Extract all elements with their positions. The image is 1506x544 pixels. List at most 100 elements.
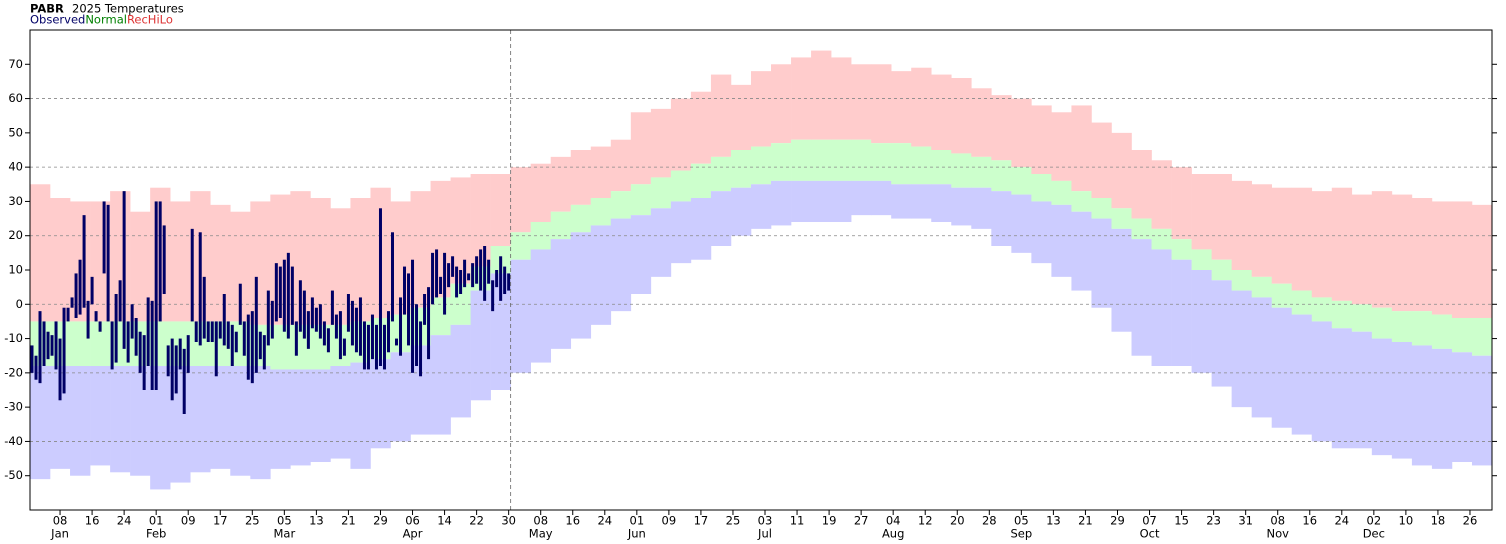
record-low-bar [570, 232, 592, 339]
record-high-bar [750, 71, 772, 147]
normal-bar [90, 321, 111, 366]
x-tick-label: 05 [1014, 514, 1029, 528]
observed-bar [270, 300, 274, 339]
record-low-bar [290, 369, 311, 466]
x-tick-label: 22 [469, 514, 484, 528]
record-low-bar [550, 239, 572, 349]
normal-bar [911, 146, 932, 185]
x-tick-label: 17 [694, 514, 709, 528]
record-low-bar [590, 225, 612, 325]
normal-bar [1331, 300, 1353, 329]
observed-bar [475, 256, 479, 284]
record-low-bar [1091, 218, 1112, 308]
record-low-bar [1291, 314, 1313, 435]
x-tick-label: 21 [1078, 514, 1093, 528]
record-low-bar [891, 184, 912, 219]
x-tick-label: 30 [501, 514, 516, 528]
x-tick-label: 08 [533, 514, 548, 528]
month-label: Nov [1266, 527, 1289, 541]
observed-bar [411, 259, 415, 373]
observed-bar [138, 331, 142, 373]
normal-bar [550, 211, 572, 240]
x-tick-label: 13 [309, 514, 324, 528]
normal-bar [1071, 191, 1092, 212]
record-high-bar [210, 204, 231, 322]
observed-bar [50, 335, 54, 356]
observed-bar [258, 331, 262, 360]
observed-bar [431, 252, 435, 305]
observed-bar [507, 273, 511, 291]
normal-bar [871, 143, 892, 181]
observed-bar [182, 348, 186, 414]
record-high-bar [470, 174, 491, 267]
observed-bar [158, 201, 162, 322]
record-low-bar [70, 366, 91, 476]
x-tick-label: 29 [1110, 514, 1125, 528]
normal-bar [1091, 198, 1112, 219]
observed-bar [134, 318, 138, 356]
normal-bar [1131, 218, 1152, 240]
y-tick-label: -30 [4, 400, 23, 414]
observed-bar [499, 256, 503, 301]
observed-bar [70, 297, 74, 308]
record-low-bar [670, 201, 692, 264]
record-low-bar [90, 366, 111, 466]
record-high-bar [1471, 204, 1493, 318]
x-tick-label: 23 [1206, 514, 1221, 528]
record-low-bar [270, 369, 291, 469]
record-high-bar [911, 67, 932, 147]
normal-bar [1111, 208, 1132, 229]
record-low-bar [771, 180, 792, 226]
record-low-bar [1051, 204, 1072, 277]
record-high-bar [590, 146, 612, 198]
record-high-bar [871, 64, 892, 144]
month-label: Jun [627, 527, 646, 541]
normal-bar [851, 139, 872, 181]
observed-bar [170, 338, 174, 401]
observed-bar [286, 252, 290, 339]
record-high-bar [670, 98, 692, 171]
record-high-bar [50, 198, 71, 322]
observed-bar [278, 266, 282, 318]
observed-bar [54, 321, 58, 370]
observed-bar [455, 266, 459, 298]
observed-bar [58, 338, 62, 401]
observed-bar [447, 263, 451, 288]
x-tick-label: 19 [822, 514, 837, 528]
observed-bar [214, 321, 218, 377]
observed-bar [479, 249, 483, 291]
normal-bar [570, 204, 592, 233]
observed-bar [326, 328, 330, 353]
record-low-bar [1111, 228, 1132, 332]
normal-bar [610, 191, 632, 219]
observed-bar [390, 232, 394, 322]
month-label: Oct [1140, 527, 1160, 541]
record-high-bar [230, 211, 251, 322]
record-low-bar [530, 249, 552, 363]
record-high-bar [1431, 201, 1453, 315]
normal-bar [590, 198, 612, 226]
record-low-bar [951, 187, 972, 226]
normal-bar [791, 139, 812, 181]
y-tick-label: 10 [8, 263, 23, 277]
normal-bar [1351, 304, 1373, 332]
record-high-bar [610, 139, 632, 192]
normal-bar [891, 143, 912, 185]
observed-bar [495, 270, 499, 288]
record-high-bar [1411, 198, 1433, 312]
x-tick-label: 15 [1174, 514, 1189, 528]
normal-bar [1271, 283, 1293, 308]
record-low-bar [911, 184, 932, 219]
observed-bar [487, 259, 491, 284]
record-low-bar [390, 352, 411, 442]
month-label: May [529, 527, 553, 541]
record-low-bar [931, 184, 952, 222]
observed-bar [174, 345, 178, 394]
record-high-bar [570, 150, 592, 205]
observed-bar [290, 266, 294, 325]
record-high-bar [951, 78, 972, 154]
observed-bar [62, 307, 66, 394]
normal-bar [730, 150, 752, 188]
y-tick-label: -10 [4, 331, 23, 345]
record-low-bar [1071, 211, 1092, 291]
